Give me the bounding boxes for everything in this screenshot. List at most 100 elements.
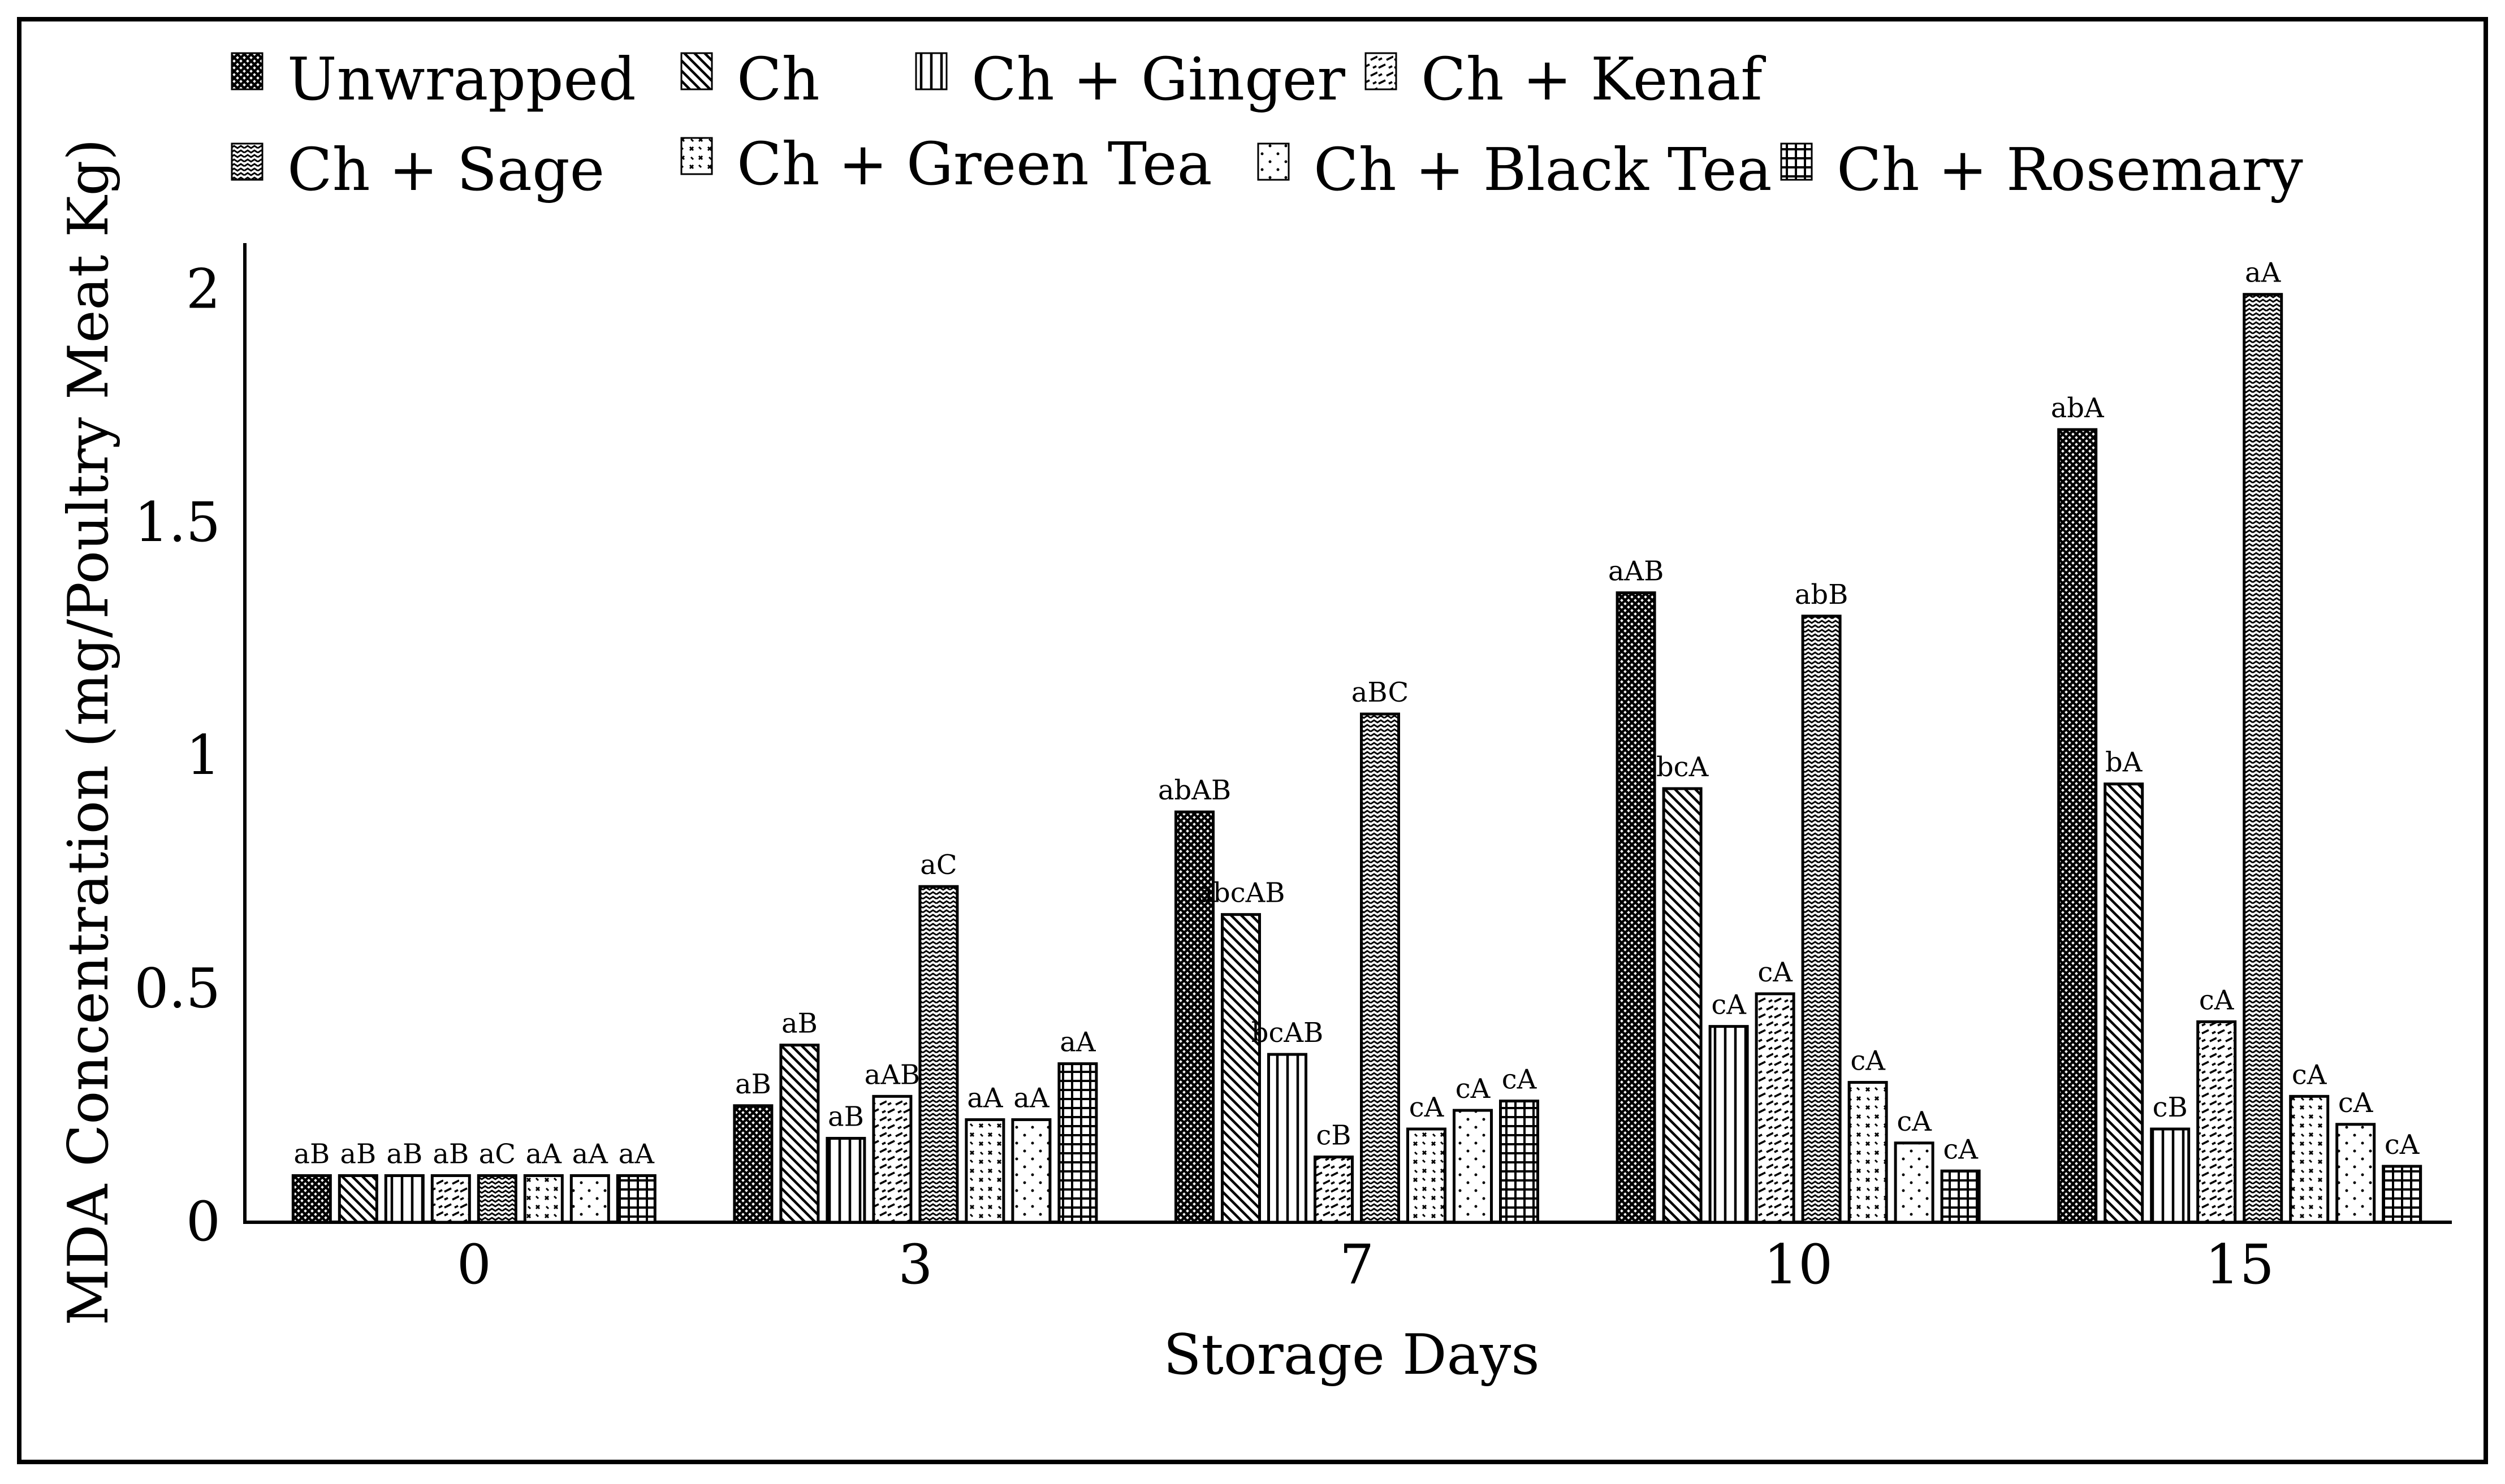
legend-label: Ch + Rosemary	[1837, 135, 2303, 204]
bar-label: cA	[1757, 957, 1793, 988]
bar	[1406, 1127, 1446, 1224]
bar-label: cA	[2338, 1087, 2374, 1119]
bar	[1847, 1081, 1888, 1224]
bar	[338, 1174, 378, 1224]
figure-frame	[17, 17, 2488, 1464]
bar	[965, 1118, 1005, 1224]
bar	[1267, 1053, 1307, 1224]
bar	[1221, 913, 1261, 1224]
bar-label: aC	[920, 849, 957, 881]
bar	[1801, 615, 1842, 1224]
bar-label: cA	[1711, 989, 1747, 1021]
bar-label: aA	[1013, 1083, 1050, 1114]
bar-label: aBC	[1351, 677, 1409, 708]
bar-label: cA	[1456, 1073, 1491, 1105]
bar-label: aB	[781, 1008, 818, 1040]
legend-swatch	[680, 137, 713, 175]
bar	[430, 1174, 471, 1224]
bar	[616, 1174, 657, 1224]
legend-label: Unwrapped	[287, 45, 636, 114]
bar-label: cA	[2292, 1059, 2327, 1091]
bar	[1360, 712, 1400, 1224]
bar-label: abB	[1795, 579, 1848, 611]
bar	[2104, 782, 2144, 1224]
y-tick-label: 1	[186, 724, 221, 787]
bar	[1314, 1156, 1354, 1224]
bar	[1940, 1169, 1981, 1224]
bar-label: bcA	[1656, 751, 1709, 783]
bar-label: aB	[433, 1139, 469, 1170]
bar-label: cB	[2153, 1092, 2188, 1123]
legend-swatch	[680, 52, 713, 90]
bar-label: aC	[479, 1139, 516, 1170]
bar-label: abA	[2051, 392, 2105, 424]
bar	[1499, 1100, 1539, 1224]
bar	[1174, 810, 1215, 1224]
x-tick-label: 10	[1764, 1233, 1833, 1296]
bar	[826, 1137, 866, 1224]
bar	[1708, 1025, 1749, 1224]
bar-label: aB	[386, 1139, 422, 1170]
bar	[1453, 1109, 1493, 1224]
bar	[569, 1174, 610, 1224]
bar	[918, 885, 959, 1224]
legend-label: Ch + Ginger	[971, 45, 1345, 114]
bar-label: aA	[572, 1139, 609, 1170]
y-tick-labels: 0 0.5 1 1.5 2	[134, 257, 221, 1253]
y-tick-label: 2	[186, 257, 221, 321]
bar-marks	[291, 293, 2422, 1224]
bar-label: cB	[1316, 1120, 1351, 1152]
bar	[2057, 428, 2098, 1224]
bar	[1662, 787, 1703, 1224]
bar-label: aAB	[865, 1059, 921, 1091]
bar	[733, 1104, 774, 1224]
bar-label: aB	[293, 1139, 330, 1170]
bar	[477, 1174, 517, 1224]
bar	[384, 1174, 425, 1224]
legend-swatch	[231, 142, 264, 181]
y-tick-label: 0.5	[134, 957, 221, 1020]
bar	[2243, 293, 2283, 1224]
bar	[2150, 1127, 2191, 1224]
bar	[779, 1044, 820, 1224]
y-tick-label: 1.5	[134, 491, 221, 554]
x-tick-label: 3	[898, 1233, 932, 1296]
x-tick-label: 0	[457, 1233, 491, 1296]
bar	[1755, 992, 1795, 1224]
bar	[523, 1174, 564, 1224]
legend-label: Ch + Sage	[287, 135, 604, 204]
bar	[2335, 1123, 2376, 1224]
bar	[291, 1174, 332, 1224]
legend-swatch	[1364, 52, 1397, 90]
legend-label: Ch + Kenaf	[1421, 45, 1766, 114]
bar-label: abAB	[1158, 775, 1231, 806]
bar	[2289, 1094, 2330, 1224]
bar	[872, 1094, 913, 1224]
bar	[1616, 591, 1656, 1224]
legend-label: Ch	[737, 45, 820, 114]
legend-label: Ch + Black Tea	[1314, 135, 1772, 204]
legend-swatch	[1780, 142, 1813, 181]
bar	[1011, 1118, 1052, 1224]
legend: Unwrapped Ch Ch + Ginger Ch + Kenaf Ch + Sag…	[231, 45, 2303, 204]
bar-label: aAB	[1608, 556, 1664, 587]
bar	[2382, 1165, 2422, 1224]
bar-label: aB	[340, 1139, 376, 1170]
bar-label: aA	[1060, 1027, 1096, 1058]
bar-label: aA	[967, 1083, 1004, 1114]
x-axis-title: Storage Days	[1163, 1323, 1539, 1387]
bar-label: cA	[1850, 1045, 1886, 1077]
bar-label: cA	[2385, 1129, 2420, 1161]
y-tick-label: 0	[186, 1190, 221, 1253]
bar-label: cA	[1409, 1092, 1445, 1123]
legend-swatch	[915, 52, 948, 90]
bar-label: cA	[2199, 984, 2235, 1016]
legend-swatch	[1257, 142, 1290, 181]
bar-label: aA	[2245, 257, 2282, 289]
bar-label: cA	[1502, 1064, 1537, 1096]
bar	[1894, 1141, 1934, 1224]
x-tick-label: 15	[2205, 1233, 2274, 1296]
